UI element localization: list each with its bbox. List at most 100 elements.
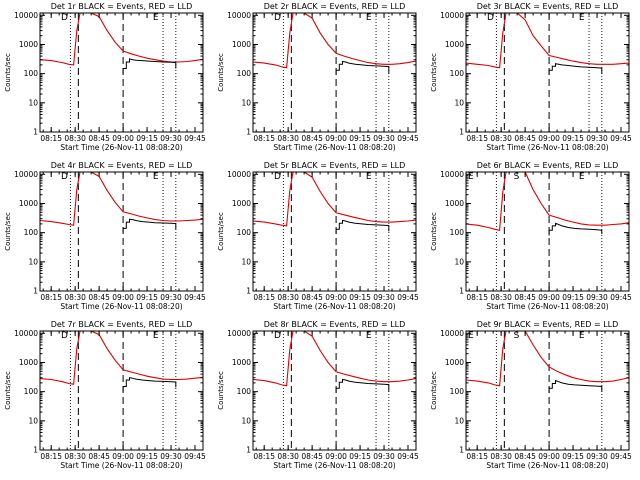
x-axis-label: Start Time (26-Nov-11 08:08:20) [60,143,182,152]
y-tick-label: 1 [246,287,251,296]
y-tick-label: 10 [28,416,38,425]
y-tick-label: 1 [246,128,251,137]
y-tick-label: 1000 [19,199,38,208]
y-tick-label: 1 [459,287,464,296]
series-group [253,172,416,234]
x-tick-label: 09:30 [586,134,608,143]
x-tick-label: 09:30 [586,293,608,302]
y-axis-label: Counts/sec [4,212,12,251]
y-axis-label: Counts/sec [217,212,225,251]
series-line-lld [40,331,203,385]
flag-label: D [274,13,281,23]
chart-title: Det 9r BLACK = Events, RED = LLD [477,320,619,329]
plot-frame [39,330,204,451]
y-tick-label: 10000 [227,329,251,338]
y-tick-label: 1000 [445,358,464,367]
flag-label: E [153,172,159,182]
x-axis-label: Start Time (26-Nov-11 08:08:20) [60,302,182,311]
x-tick-label: 09:30 [373,134,395,143]
x-tick-label: 09:30 [373,293,395,302]
flag-label: D [274,331,281,341]
flag-label: D [487,13,494,23]
x-tick-label: 09:00 [325,293,347,302]
y-tick-label: 10000 [440,329,464,338]
x-tick-label: 09:00 [538,134,560,143]
chart-title: Det 6r BLACK = Events, RED = LLD [477,161,619,170]
x-tick-label: 08:30 [277,293,299,302]
y-tick-label: 10000 [14,329,38,338]
y-tick-label: 10000 [14,11,38,20]
chart-title: Det 7r BLACK = Events, RED = LLD [51,320,193,329]
series-line-lld [466,331,629,387]
y-tick-label: 10000 [14,170,38,179]
x-tick-label: 08:45 [88,134,110,143]
y-tick-label: 10000 [440,170,464,179]
chart-title: Det 4r BLACK = Events, RED = LLD [51,161,193,170]
x-tick-label: 08:30 [490,293,512,302]
y-tick-label: 1 [246,446,251,455]
series-line-events [548,63,603,75]
series-line-lld [466,13,629,69]
x-tick-label: 08:30 [64,452,86,461]
x-axis-label: Start Time (26-Nov-11 08:08:20) [273,143,395,152]
flag-label: D [61,331,68,341]
x-tick-label: 08:15 [466,134,488,143]
x-tick-label: 08:30 [490,452,512,461]
x-tick-label: 09:15 [349,293,371,302]
series-group [253,13,416,75]
plot-frame [465,171,630,292]
x-tick-label: 08:15 [40,134,62,143]
x-tick-label: 08:30 [64,293,86,302]
chart-title: Det 8r BLACK = Events, RED = LLD [264,320,406,329]
x-axis-label: Start Time (26-Nov-11 08:08:20) [273,302,395,311]
x-tick-label: 09:30 [160,293,182,302]
y-tick-label: 10 [241,416,251,425]
x-tick-label: 08:45 [514,293,536,302]
x-tick-label: 08:30 [64,134,86,143]
x-axis-label: Start Time (26-Nov-11 08:08:20) [486,302,608,311]
y-tick-label: 100 [450,69,465,78]
x-axis-label: Start Time (26-Nov-11 08:08:20) [273,461,395,470]
x-tick-label: 09:00 [325,452,347,461]
y-tick-label: 1 [459,128,464,137]
series-line-lld [253,13,416,69]
x-tick-label: 09:45 [397,452,419,461]
series-line-lld [40,172,203,226]
x-tick-label: 09:15 [562,452,584,461]
series-line-events [122,377,177,392]
series-line-events [335,60,390,75]
y-tick-label: 1000 [232,40,251,49]
x-tick-label: 09:00 [112,293,134,302]
x-tick-label: 08:45 [301,134,323,143]
x-tick-label: 08:15 [40,293,62,302]
x-tick-label: 09:00 [538,452,560,461]
flag-label: E [579,13,585,23]
x-tick-label: 09:15 [562,293,584,302]
plot-frame [252,171,417,292]
x-tick-label: 09:15 [136,293,158,302]
x-tick-label: 08:30 [490,134,512,143]
y-axis-label: Counts/sec [430,53,438,92]
y-tick-label: 100 [237,69,252,78]
chart-title: Det 5r BLACK = Events, RED = LLD [264,161,406,170]
x-tick-label: 09:45 [184,293,206,302]
x-tick-label: 09:15 [136,134,158,143]
chart-title: Det 3r BLACK = Events, RED = LLD [477,2,619,11]
series-group [466,172,629,236]
plot-frame [465,330,630,451]
x-tick-label: 08:30 [277,452,299,461]
y-tick-label: 1000 [19,358,38,367]
flag-label: E [153,331,159,341]
y-tick-label: 10 [454,98,464,107]
x-tick-label: 09:00 [538,293,560,302]
y-tick-label: 1000 [445,199,464,208]
x-tick-label: 09:45 [610,452,632,461]
